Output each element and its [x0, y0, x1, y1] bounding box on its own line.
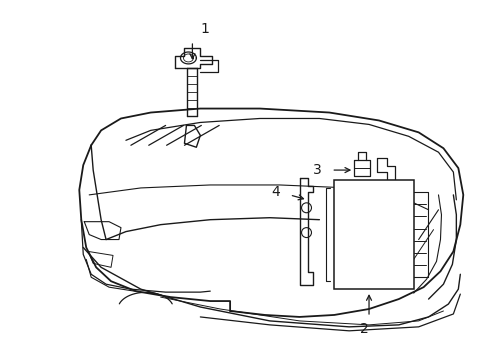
Text: 3: 3	[312, 163, 321, 177]
Text: 2: 2	[359, 322, 367, 336]
Text: 4: 4	[271, 185, 280, 199]
Text: 1: 1	[200, 22, 209, 36]
Bar	[334, 180, 413, 289]
